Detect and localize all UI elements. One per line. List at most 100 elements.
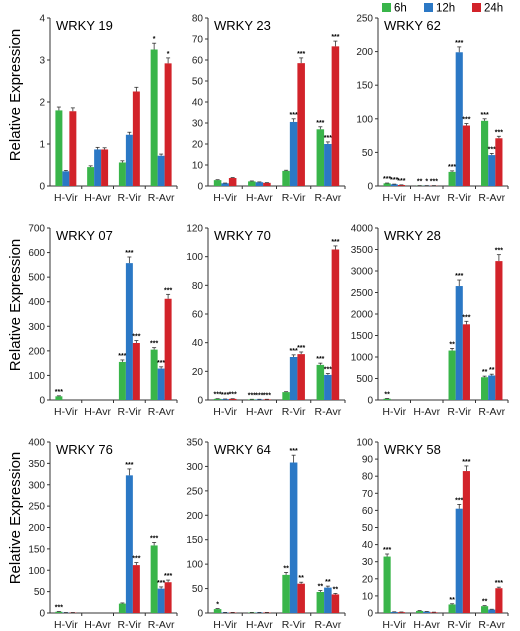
y-tick-label: 150 [186, 535, 203, 546]
bar-12h-R-Avr [488, 375, 495, 400]
y-tick-label: 400 [28, 297, 45, 308]
legend-swatch-6h [382, 3, 391, 12]
bar-12h-R-Vir [126, 475, 133, 613]
bar-12h-R-Avr [488, 155, 495, 186]
y-tick-label: 1500 [351, 331, 374, 342]
bar-24h-R-Vir [297, 584, 305, 613]
category-label: R-Avr [478, 619, 505, 631]
bar-24h-R-Vir [463, 324, 470, 400]
significance-mark: *** [297, 345, 305, 352]
category-label: H-Vir [54, 192, 78, 204]
significance-mark: ** [384, 391, 390, 398]
panel-title: WRKY 58 [384, 442, 441, 457]
bar-24h-R-Avr [332, 594, 340, 613]
panel-title: WRKY 62 [384, 18, 441, 33]
bar-24h-R-Avr [165, 582, 172, 613]
significance-mark: ** [325, 579, 331, 586]
y-tick-label: 150 [28, 544, 45, 555]
bar-6h-R-Avr [481, 606, 488, 613]
bar-24h-R-Vir [297, 354, 305, 400]
bar-6h-R-Vir [119, 162, 126, 186]
y-tick-label: 60 [362, 506, 374, 517]
bar-12h-R-Avr [324, 375, 332, 400]
bar-12h-R-Avr [158, 369, 165, 400]
y-tick-label: 0 [367, 609, 373, 620]
panel-title: WRKY 28 [384, 228, 441, 243]
y-tick-label: 250 [356, 14, 373, 25]
y-tick-label: 250 [28, 502, 45, 513]
significance-mark: *** [55, 389, 63, 396]
y-tick-label: 40 [192, 98, 204, 109]
panel-title: WRKY 76 [56, 442, 113, 457]
category-label: R-Vir [282, 192, 306, 204]
panel-title: WRKY 23 [214, 18, 271, 33]
y-tick-label: 40 [192, 338, 204, 349]
bar-6h-R-Avr [151, 350, 158, 400]
bar-12h-H-Avr [256, 182, 264, 186]
y-axis-labels: Relative Expression Relative Expression … [7, 29, 24, 585]
bar-12h-H-Avr [94, 149, 101, 186]
significance-mark: *** [125, 462, 133, 469]
y-tick-label: 600 [28, 248, 45, 259]
bar-12h-H-Vir [62, 171, 69, 186]
bar-24h-R-Vir [133, 565, 140, 613]
y-tick-label: 0 [39, 609, 45, 620]
bar-24h-H-Vir [229, 178, 237, 186]
category-label: H-Vir [382, 406, 406, 418]
panel-title: WRKY 64 [214, 442, 271, 457]
category-label: R-Vir [447, 406, 471, 418]
y-tick-label: 20 [192, 367, 204, 378]
y-tick-label: 80 [192, 281, 204, 292]
category-label: R-Avr [478, 406, 505, 418]
panel-wrky-64: 050100150200250300350 WRKY 64H-Vir*H-Avr R… [186, 438, 345, 631]
category-label: H-Vir [54, 619, 78, 631]
bar-6h-R-Vir [119, 362, 126, 400]
significance-mark: *** [324, 135, 332, 142]
panel-title: WRKY 07 [56, 228, 113, 243]
significance-mark: ** [449, 597, 455, 604]
significance-mark: ** [449, 341, 455, 348]
bar-12h-R-Avr [324, 588, 332, 613]
bar-12h-R-Avr [324, 144, 332, 186]
y-tick-label: 100 [186, 560, 203, 571]
bar-6h-H-Avr [87, 167, 94, 186]
significance-mark: *** [263, 392, 271, 399]
panel-title: WRKY 19 [56, 18, 113, 33]
significance-mark: * [216, 602, 219, 609]
significance-mark: *** [397, 178, 405, 185]
bar-24h-R-Avr [332, 46, 340, 186]
panel-wrky-28: 05001000150020002500300035004000 WRKY 28H… [351, 224, 508, 419]
bar-24h-H-Avr [101, 149, 108, 186]
category-label: R-Vir [118, 192, 142, 204]
y-tick-label: 0 [197, 182, 203, 193]
y-tick-label: 30 [362, 557, 374, 568]
significance-mark: ** [283, 565, 289, 572]
y-tick-label: 200 [356, 47, 373, 58]
category-label: H-Vir [213, 619, 237, 631]
significance-mark: *** [383, 547, 391, 554]
category-label: H-Avr [413, 619, 440, 631]
y-tick-label: 70 [362, 489, 374, 500]
category-label: H-Vir [382, 619, 406, 631]
category-label: R-Vir [282, 406, 306, 418]
legend-swatch-12h [424, 3, 433, 12]
significance-mark: *** [462, 117, 470, 124]
y-tick-label: 500 [356, 374, 373, 385]
category-label: R-Avr [148, 192, 175, 204]
significance-mark: *** [455, 273, 463, 280]
category-label: H-Avr [246, 619, 273, 631]
significance-mark: *** [290, 448, 298, 455]
y-tick-label: 0 [39, 182, 45, 193]
bar-6h-H-Vir [384, 399, 391, 400]
significance-mark: *** [132, 556, 140, 563]
bar-6h-H-Vir [55, 612, 62, 613]
bar-12h-R-Vir [456, 286, 463, 400]
panel-title: WRKY 70 [214, 228, 271, 243]
significance-mark: ** [482, 369, 488, 376]
bar-12h-R-Vir [290, 122, 298, 186]
bar-24h-R-Avr [495, 588, 502, 613]
bar-6h-R-Vir [119, 604, 126, 613]
bar-6h-H-Avr [416, 611, 423, 613]
legend-label-6h: 6h [394, 3, 407, 15]
bar-12h-R-Vir [126, 263, 133, 400]
